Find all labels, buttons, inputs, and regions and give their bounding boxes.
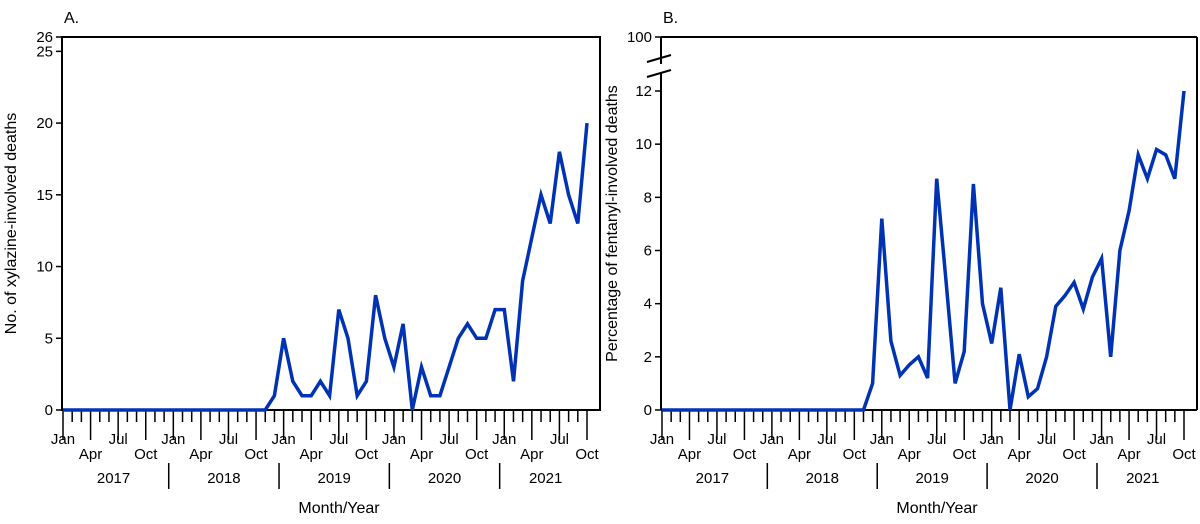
x-tick-label: Oct <box>355 446 379 463</box>
x-tick-label: Apr <box>898 446 921 463</box>
x-tick-label: Apr <box>1117 446 1140 463</box>
x-tick-label: Oct <box>575 446 599 463</box>
axis-break-mark <box>646 69 672 78</box>
x-tick-label: Jul <box>707 431 726 448</box>
x-tick-label: Jul <box>440 431 459 448</box>
x-tick-label: Oct <box>953 446 977 463</box>
x-axis-title: Month/Year <box>298 500 380 517</box>
x-tick-label: Apr <box>788 446 811 463</box>
year-label: 2018 <box>806 470 839 487</box>
x-tick-label: Oct <box>733 446 757 463</box>
y-tick-label: 5 <box>45 330 53 347</box>
x-tick-label: Jan <box>382 431 406 448</box>
x-tick-label: Jul <box>1037 431 1056 448</box>
x-axis-title: Month/Year <box>896 500 978 517</box>
year-label: 2020 <box>428 470 461 487</box>
year-label: 2017 <box>97 470 130 487</box>
data-series-line <box>662 90 1186 412</box>
chart-panel-b: 100024681012JanAprJulOctJanAprJulOctJanA… <box>604 10 1198 517</box>
plot-frame <box>61 36 601 411</box>
x-tick-label: Jul <box>1147 431 1166 448</box>
y-tick-label: 0 <box>644 402 652 419</box>
x-tick-label: Oct <box>1062 446 1086 463</box>
y-tick-label: 10 <box>36 259 53 276</box>
y-tick-label: 12 <box>635 83 652 100</box>
y-tick-label: 6 <box>644 243 652 260</box>
year-label: 2018 <box>207 470 240 487</box>
x-tick-label: Jan <box>51 431 75 448</box>
x-tick-label: Oct <box>134 446 158 463</box>
year-label: 2019 <box>915 470 948 487</box>
y-tick-label: 2 <box>644 349 652 366</box>
x-tick-label: Apr <box>520 446 543 463</box>
x-tick-label: Apr <box>189 446 212 463</box>
y-tick-label: 10 <box>635 136 652 153</box>
x-tick-label: Oct <box>843 446 867 463</box>
panel-label: B. <box>663 10 678 27</box>
y-tick-label: 26 <box>36 29 53 46</box>
x-tick-label: Jan <box>272 431 296 448</box>
x-tick-label: Jan <box>492 431 516 448</box>
x-tick-label: Apr <box>300 446 323 463</box>
x-tick-label: Jan <box>980 431 1004 448</box>
y-tick-label: 0 <box>45 402 53 419</box>
year-label: 2020 <box>1025 470 1058 487</box>
x-tick-label: Jul <box>219 431 238 448</box>
year-label: 2021 <box>1126 470 1159 487</box>
x-tick-label: Jan <box>760 431 784 448</box>
year-label: 2019 <box>318 470 351 487</box>
chart-panel-a: 051015202526JanAprJulOctJanAprJulOctJanA… <box>3 10 601 517</box>
x-tick-label: Oct <box>465 446 489 463</box>
data-series-line <box>63 122 589 412</box>
x-tick-label: Apr <box>79 446 102 463</box>
x-tick-label: Oct <box>244 446 268 463</box>
y-tick-label: 15 <box>36 187 53 204</box>
y-axis-title: No. of xylazine-involved deaths <box>3 113 20 334</box>
y-tick-label: 100 <box>627 29 652 46</box>
y-tick-label: 20 <box>36 115 53 132</box>
x-tick-label: Jan <box>1089 431 1113 448</box>
x-tick-label: Jan <box>870 431 894 448</box>
y-tick-label: 25 <box>36 43 53 60</box>
x-tick-label: Jul <box>550 431 569 448</box>
axis-break-mark <box>646 54 672 63</box>
x-tick-label: Jan <box>161 431 185 448</box>
x-tick-label: Jul <box>109 431 128 448</box>
x-tick-label: Jul <box>927 431 946 448</box>
year-label: 2017 <box>696 470 729 487</box>
x-tick-label: Jul <box>817 431 836 448</box>
year-label: 2021 <box>529 470 562 487</box>
x-tick-label: Oct <box>1172 446 1196 463</box>
y-tick-label: 4 <box>644 296 652 313</box>
x-tick-label: Apr <box>678 446 701 463</box>
x-tick-label: Jan <box>650 431 674 448</box>
y-axis-title: Percentage of fentanyl-involved deaths <box>604 85 621 362</box>
panel-label: A. <box>64 10 79 27</box>
x-tick-label: Apr <box>410 446 433 463</box>
y-tick-label: 8 <box>644 189 652 206</box>
x-tick-label: Apr <box>1007 446 1030 463</box>
x-tick-label: Jul <box>329 431 348 448</box>
